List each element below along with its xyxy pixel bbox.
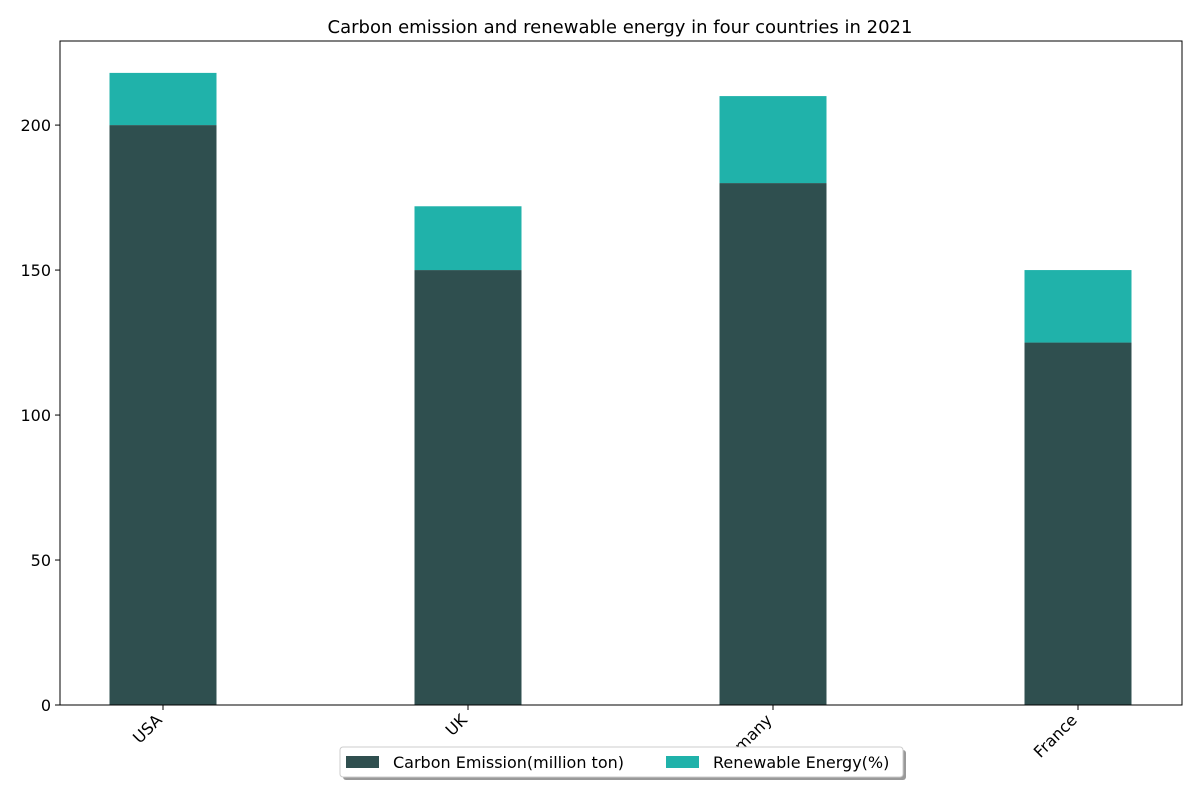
y-tick-label: 0 — [41, 696, 51, 715]
bar-segment — [414, 270, 522, 705]
bar-segment — [109, 72, 217, 126]
y-tick-label: 100 — [20, 406, 51, 425]
bar-segment — [1024, 342, 1132, 705]
y-tick-label: 150 — [20, 261, 51, 280]
y-tick-label: 50 — [31, 551, 51, 570]
x-tick-label: UK — [442, 710, 471, 739]
bar-segment — [719, 96, 827, 184]
legend-swatch — [666, 756, 699, 768]
x-tick-label: USA — [129, 710, 166, 747]
bar-segment — [719, 183, 827, 705]
legend-label: Carbon Emission(million ton) — [393, 753, 624, 772]
plot-frame — [59, 40, 1183, 706]
bar-segment — [1024, 270, 1132, 343]
legend-swatch — [346, 756, 379, 768]
x-tick-label: France — [1030, 710, 1081, 761]
legend-box — [339, 746, 904, 778]
chart-title: Carbon emission and renewable energy in … — [328, 17, 913, 38]
bar-segment — [414, 206, 522, 271]
bar-segment — [109, 125, 217, 705]
legend: Carbon Emission(million ton) Renewable En… — [339, 746, 906, 780]
legend-label: Renewable Energy(%) — [713, 753, 889, 772]
y-tick-label: 200 — [20, 116, 51, 135]
